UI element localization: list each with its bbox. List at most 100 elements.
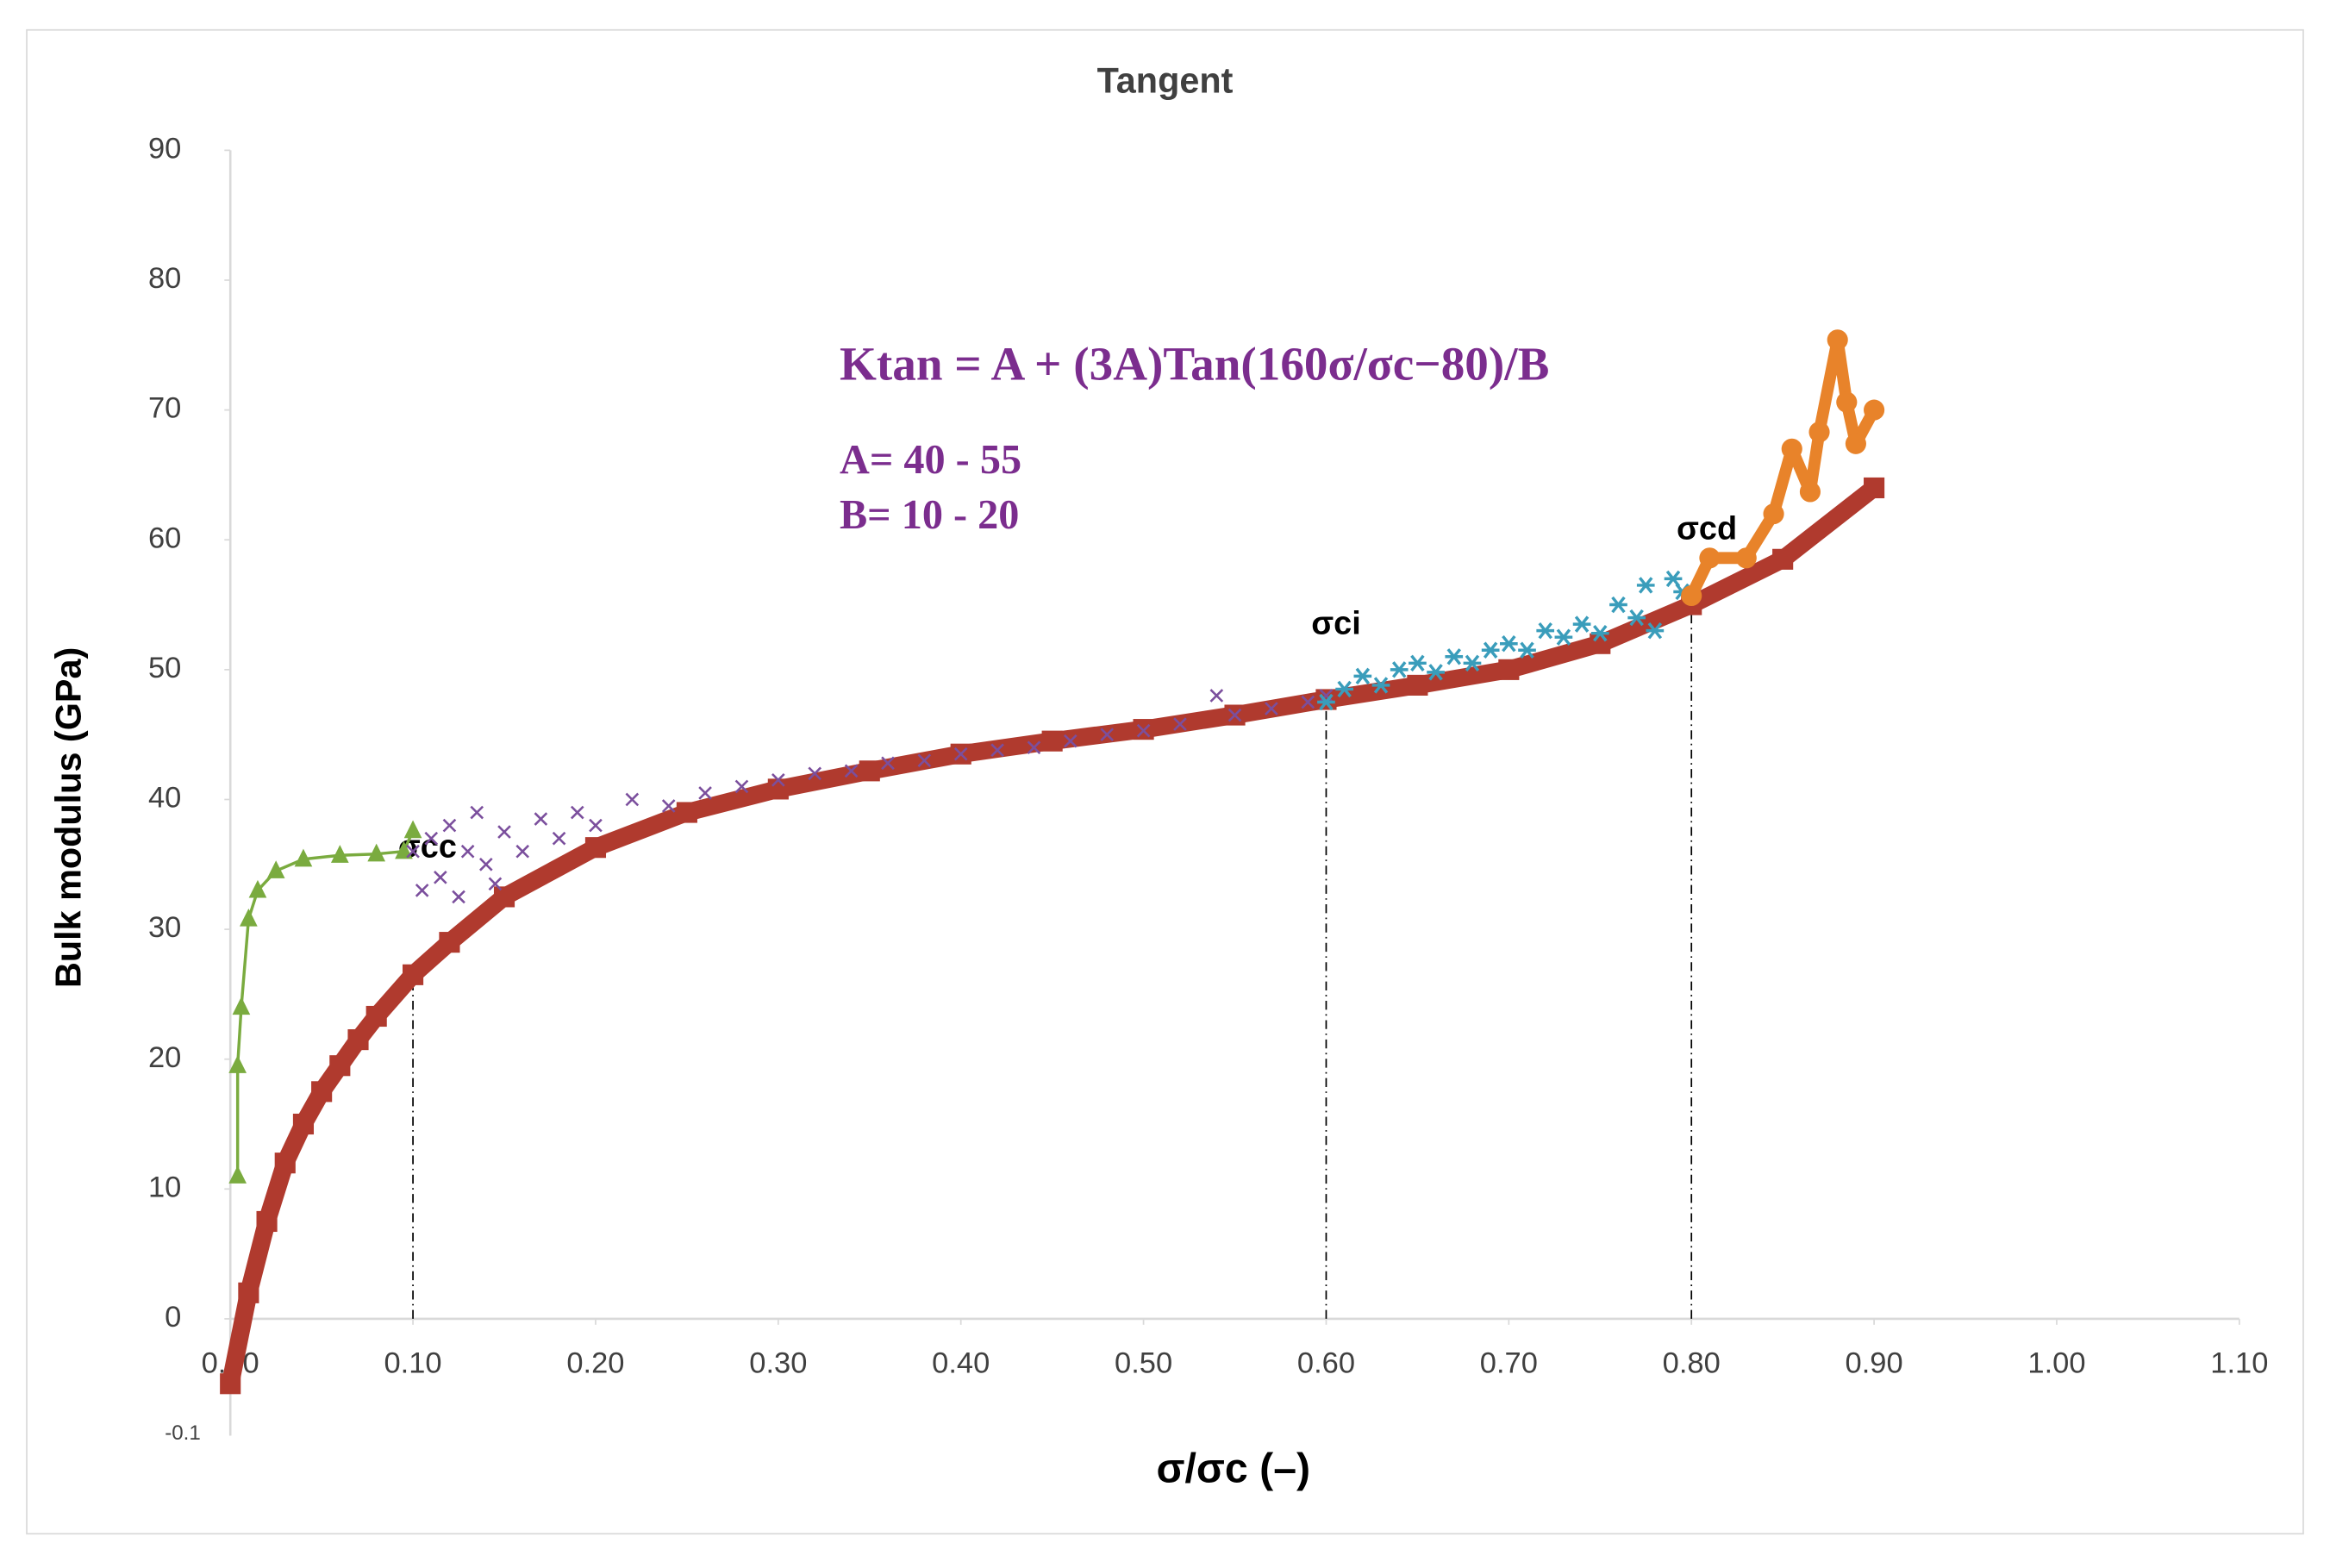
point (1064, 734, 1078, 748)
point (274, 1153, 296, 1174)
point (460, 844, 475, 859)
point (434, 871, 447, 884)
point (1319, 689, 1334, 703)
point (676, 802, 697, 823)
point (248, 879, 267, 898)
point (1518, 641, 1536, 659)
range-b: B= 10 - 20 (840, 492, 1019, 538)
point (1536, 622, 1555, 640)
point (1590, 633, 1611, 654)
point (365, 1005, 387, 1028)
point (625, 792, 640, 807)
point (1427, 664, 1445, 681)
point (1265, 702, 1278, 715)
point (1136, 723, 1151, 738)
point (1609, 596, 1627, 614)
point (698, 786, 712, 800)
point (1845, 433, 1866, 454)
formula: Ktan = A + (3A)Tan(160σ/σc−80)/B (840, 337, 1549, 390)
point (734, 779, 749, 794)
point (881, 756, 895, 771)
point (1836, 391, 1858, 413)
point (1646, 622, 1665, 640)
point (1699, 547, 1721, 569)
point (238, 1282, 259, 1303)
point (1627, 609, 1646, 627)
point (515, 844, 530, 859)
point (917, 753, 932, 768)
point (953, 747, 968, 761)
point (1827, 329, 1848, 351)
point (228, 1165, 247, 1184)
y-tick-label: 10 (148, 1171, 181, 1203)
point (1407, 674, 1428, 696)
point (1353, 667, 1372, 685)
y-tick-label: 80 (148, 262, 181, 295)
point (1371, 677, 1390, 694)
point (1636, 577, 1655, 594)
point (294, 848, 313, 867)
point (488, 877, 503, 891)
chart-title: Tangent (1097, 61, 1234, 101)
point (1554, 628, 1573, 646)
x-tick-label: 0.80 (1663, 1346, 1721, 1379)
point (406, 844, 420, 859)
point (1041, 730, 1063, 752)
point (1763, 503, 1784, 525)
point (584, 837, 607, 859)
point (329, 1055, 351, 1077)
point (534, 812, 548, 826)
point (552, 831, 566, 846)
point (589, 818, 603, 833)
point (1335, 680, 1353, 698)
point (1463, 654, 1482, 672)
point (1173, 717, 1187, 731)
point (395, 840, 413, 859)
point (1301, 695, 1315, 709)
point (1781, 438, 1802, 459)
point (1445, 648, 1464, 665)
point (232, 996, 251, 1015)
point (347, 1029, 369, 1051)
point (497, 825, 511, 839)
y-tick-label: 30 (148, 911, 181, 944)
x-tick-label: 0.90 (1846, 1346, 1903, 1379)
point (1498, 659, 1520, 680)
point (256, 1210, 278, 1233)
point (990, 743, 1004, 758)
point (1772, 548, 1794, 570)
point (367, 843, 386, 862)
x-tick-label: 0.10 (384, 1346, 442, 1379)
point (1317, 693, 1335, 711)
x-tick-label: 0.70 (1480, 1346, 1538, 1379)
point (767, 778, 789, 800)
point (771, 773, 785, 787)
point (330, 845, 349, 863)
point (844, 764, 859, 778)
x-tick-label: 0.30 (749, 1346, 807, 1379)
point (403, 964, 424, 985)
y-bottom-label: -0.1 (165, 1421, 201, 1445)
point (1864, 477, 1885, 499)
y-tick-label: 50 (148, 652, 181, 684)
x-tick-label: 0.20 (566, 1346, 624, 1379)
point (1481, 641, 1500, 659)
y-tick-label: 0 (165, 1301, 181, 1334)
x-tick-label: 0.50 (1115, 1346, 1172, 1379)
y-tick-label: 40 (148, 782, 181, 815)
point (1572, 615, 1591, 633)
y-tick-label: 60 (148, 522, 181, 554)
point (808, 766, 822, 781)
point (1100, 728, 1115, 741)
point (1499, 635, 1518, 653)
threshold-label: σcd (1677, 510, 1737, 547)
range-a: A= 40 - 55 (840, 437, 1021, 483)
point (1735, 547, 1757, 569)
x-tick-label: 0.40 (932, 1346, 990, 1379)
point (266, 860, 285, 878)
y-tick-label: 90 (148, 132, 181, 165)
point (1227, 708, 1242, 722)
y-tick-label: 20 (148, 1041, 181, 1074)
